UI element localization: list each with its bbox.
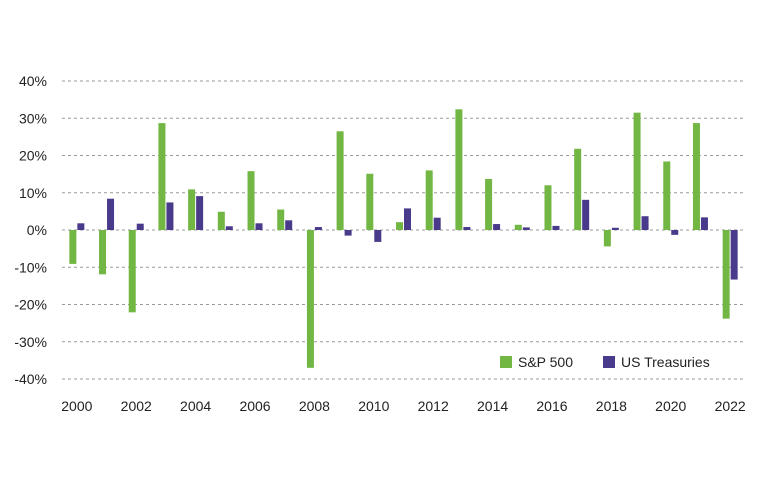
x-tick-label: 2014 bbox=[477, 398, 508, 414]
x-tick-label: 2000 bbox=[61, 398, 92, 414]
y-tick-label: 10% bbox=[19, 185, 47, 201]
bar-us-treasuries bbox=[671, 230, 679, 235]
bar-sp500 bbox=[455, 109, 463, 230]
x-tick-label: 2018 bbox=[596, 398, 627, 414]
y-tick-label: -30% bbox=[14, 334, 47, 350]
bar-sp500 bbox=[485, 178, 493, 230]
bar-us-treasuries bbox=[641, 216, 649, 230]
x-tick-label: 2020 bbox=[655, 398, 686, 414]
x-tick-label: 2008 bbox=[299, 398, 330, 414]
bar-us-treasuries bbox=[493, 224, 501, 230]
bar-sp500 bbox=[247, 171, 255, 230]
y-tick-label: 0% bbox=[27, 222, 47, 238]
x-tick-label: 2004 bbox=[180, 398, 211, 414]
legend-swatch-us-treasuries bbox=[603, 356, 615, 368]
bar-us-treasuries bbox=[166, 202, 174, 230]
bar-us-treasuries bbox=[374, 230, 382, 242]
legend: S&P 500 US Treasuries bbox=[500, 354, 710, 370]
bar-sp500 bbox=[574, 148, 582, 230]
x-tick-label: 2010 bbox=[358, 398, 389, 414]
legend-label-sp500: S&P 500 bbox=[518, 354, 573, 370]
x-tick-label: 2012 bbox=[418, 398, 449, 414]
y-tick-label: 40% bbox=[19, 73, 47, 89]
x-axis-labels: 2000 2002 2004 2006 2008 2010 2012 2014 2016 2018… bbox=[61, 398, 746, 414]
y-axis-labels: 40% 30% 20% 10% 0% -10% -20% -30% -40% bbox=[14, 73, 47, 387]
bar-sp500 bbox=[306, 230, 314, 368]
bar-us-treasuries bbox=[314, 227, 322, 230]
bar-sp500 bbox=[158, 123, 166, 230]
bar-us-treasuries bbox=[136, 223, 144, 230]
bar-sp500 bbox=[544, 185, 552, 230]
legend-swatch-sp500 bbox=[500, 356, 512, 368]
bar-sp500 bbox=[514, 224, 522, 230]
bar-sp500 bbox=[128, 230, 136, 313]
y-tick-label: 20% bbox=[19, 148, 47, 164]
bar-sp500 bbox=[336, 131, 344, 230]
y-tick-label: -20% bbox=[14, 297, 47, 313]
bar-sp500 bbox=[366, 173, 374, 230]
bar-us-treasuries bbox=[463, 227, 471, 230]
bar-sp500 bbox=[692, 123, 700, 230]
bar-sp500 bbox=[396, 222, 403, 230]
bar-sp500 bbox=[425, 170, 433, 230]
bar-sp500 bbox=[277, 209, 285, 230]
bar-us-treasuries bbox=[344, 230, 352, 236]
bar-us-treasuries bbox=[196, 196, 204, 230]
bar-us-treasuries bbox=[77, 223, 85, 230]
bar-us-treasuries bbox=[522, 227, 530, 230]
bars bbox=[69, 109, 738, 368]
y-tick-label: -10% bbox=[14, 259, 47, 275]
bar-us-treasuries bbox=[552, 225, 560, 230]
bar-us-treasuries bbox=[107, 198, 115, 230]
bar-us-treasuries bbox=[255, 223, 263, 230]
x-tick-label: 2002 bbox=[121, 398, 152, 414]
bar-sp500 bbox=[217, 211, 225, 230]
bar-us-treasuries bbox=[730, 230, 738, 280]
bar-sp500 bbox=[69, 230, 77, 264]
y-tick-label: -40% bbox=[14, 371, 47, 387]
y-tick-label: 30% bbox=[19, 110, 47, 126]
bar-us-treasuries bbox=[582, 199, 590, 230]
bar-us-treasuries bbox=[285, 220, 293, 230]
bar-sp500 bbox=[663, 161, 671, 230]
bar-sp500 bbox=[99, 230, 107, 275]
x-tick-label: 2016 bbox=[536, 398, 567, 414]
bar-sp500 bbox=[188, 189, 196, 230]
bar-sp500 bbox=[603, 230, 611, 247]
x-tick-label: 2006 bbox=[239, 398, 270, 414]
bar-sp500 bbox=[722, 230, 730, 319]
bar-us-treasuries bbox=[225, 226, 233, 230]
bar-us-treasuries bbox=[404, 208, 411, 230]
bar-us-treasuries bbox=[611, 227, 619, 230]
bar-us-treasuries bbox=[700, 217, 708, 230]
x-tick-label: 2022 bbox=[715, 398, 746, 414]
bar-sp500 bbox=[633, 112, 641, 230]
bar-us-treasuries bbox=[433, 217, 441, 230]
legend-label-us-treasuries: US Treasuries bbox=[621, 354, 710, 370]
